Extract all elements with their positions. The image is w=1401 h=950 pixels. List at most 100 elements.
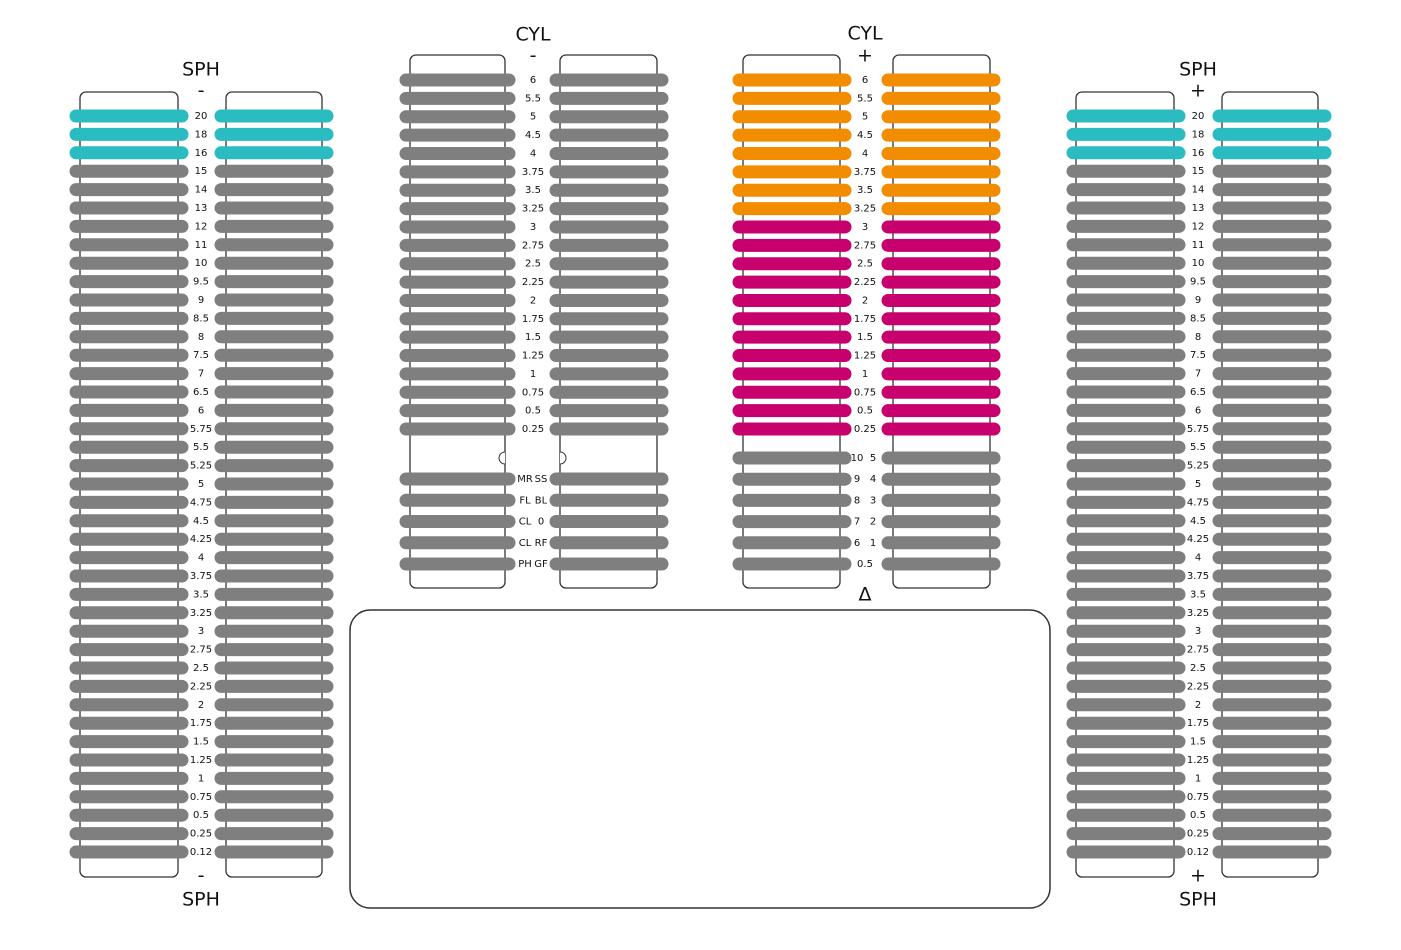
row-label: 2 xyxy=(862,295,868,306)
row-label: RF xyxy=(535,538,548,549)
row-label: 6.5 xyxy=(193,387,209,398)
row-label: 0.12 xyxy=(190,847,212,858)
row-label: 1 xyxy=(530,369,536,380)
row-label: 12 xyxy=(195,221,208,232)
row-label: 7 xyxy=(854,517,860,528)
row-label: 3 xyxy=(530,222,536,233)
row-label: 0.25 xyxy=(854,424,876,435)
row-label: 2.25 xyxy=(190,681,212,692)
row-label: 2.75 xyxy=(522,240,544,251)
row-label: 3 xyxy=(862,222,868,233)
row-label: 4 xyxy=(198,553,204,564)
row-label: 16 xyxy=(1192,148,1205,159)
row-label: 1.75 xyxy=(1187,718,1209,729)
row-label: 0.25 xyxy=(190,829,212,840)
row-label: 0.5 xyxy=(525,406,541,417)
row-label: 0.25 xyxy=(1187,829,1209,840)
row-label: 4.5 xyxy=(193,516,209,527)
panel-footer-sign: + xyxy=(1190,865,1206,887)
row-label: 18 xyxy=(195,129,208,140)
row-label: 1.5 xyxy=(1190,737,1206,748)
row-label: 4.5 xyxy=(1190,516,1206,527)
row-label: 4 xyxy=(530,148,536,159)
row-label: 3 xyxy=(198,626,204,637)
row-label: 9 xyxy=(198,295,204,306)
row-label: 5.5 xyxy=(1190,442,1206,453)
row-label: 4.25 xyxy=(190,534,212,545)
row-label: 5 xyxy=(862,112,868,123)
row-label: 0.75 xyxy=(522,387,544,398)
row-label: 18 xyxy=(1192,129,1205,140)
row-label: 2.25 xyxy=(1187,681,1209,692)
row-label: 3 xyxy=(1195,626,1201,637)
panel-footer-title: SPH xyxy=(1179,889,1217,911)
row-label: 1.25 xyxy=(1187,755,1209,766)
row-label: 1.75 xyxy=(190,718,212,729)
panel-footer-sign: - xyxy=(198,865,205,887)
row-label: 15 xyxy=(1192,166,1205,177)
row-label: 6 xyxy=(854,538,860,549)
row-label: 3.25 xyxy=(190,608,212,619)
row-label: 0.5 xyxy=(193,810,209,821)
row-label: 1 xyxy=(862,369,868,380)
row-label: PH xyxy=(518,559,532,570)
row-label: CL xyxy=(519,517,532,528)
row-label: 6 xyxy=(862,75,868,86)
row-label: 3.5 xyxy=(1190,589,1206,600)
row-label: 1.5 xyxy=(857,332,873,343)
row-label: 6 xyxy=(1195,405,1201,416)
row-label: 3.75 xyxy=(522,167,544,178)
row-label: 11 xyxy=(195,240,208,251)
row-label: 9 xyxy=(854,474,860,485)
row-label: GF xyxy=(534,559,548,570)
row-label: 7.5 xyxy=(193,350,209,361)
row-label: 1.75 xyxy=(854,314,876,325)
row-label: 1 xyxy=(1195,773,1201,784)
row-label: 15 xyxy=(195,166,208,177)
panel-footer-title: SPH xyxy=(182,889,220,911)
row-label: 20 xyxy=(1192,111,1205,122)
row-label: 4.5 xyxy=(525,130,541,141)
row-label: 0.5 xyxy=(1190,810,1206,821)
row-label: 8.5 xyxy=(193,313,209,324)
row-label: 0.5 xyxy=(857,559,873,570)
notch xyxy=(498,451,506,465)
panel-sign: - xyxy=(530,45,537,67)
panel-title: CYL xyxy=(847,23,883,45)
panel-title: CYL xyxy=(515,24,551,46)
row-label: 2.75 xyxy=(1187,645,1209,656)
row-label: SS xyxy=(535,474,548,485)
row-label: 2.5 xyxy=(525,259,541,270)
row-label: 9.5 xyxy=(193,277,209,288)
row-label: 7 xyxy=(198,369,204,380)
row-label: 3 xyxy=(870,495,876,506)
row-label: 2.25 xyxy=(854,277,876,288)
row-label: 8 xyxy=(198,332,204,343)
row-label: 4 xyxy=(862,148,868,159)
row-label: 4.25 xyxy=(1187,534,1209,545)
row-label: 0.12 xyxy=(1187,847,1209,858)
row-label: 2 xyxy=(530,295,536,306)
row-label: 9 xyxy=(1195,295,1201,306)
row-label: 9.5 xyxy=(1190,277,1206,288)
row-label: 7 xyxy=(1195,369,1201,380)
row-label: 4.75 xyxy=(190,497,212,508)
row-label: 0.75 xyxy=(190,792,212,803)
row-label: 1 xyxy=(870,538,876,549)
row-label: 6.5 xyxy=(1190,387,1206,398)
row-label: 3.25 xyxy=(522,204,544,215)
row-label: 6 xyxy=(198,405,204,416)
row-label: 0.75 xyxy=(854,387,876,398)
row-label: 1.25 xyxy=(854,351,876,362)
row-label: 13 xyxy=(1192,203,1205,214)
panel-title: SPH xyxy=(1179,59,1217,81)
row-label: 6 xyxy=(530,75,536,86)
row-label: 1 xyxy=(198,773,204,784)
row-label: FL xyxy=(519,495,531,506)
row-label: 0.75 xyxy=(1187,792,1209,803)
row-label: 1.25 xyxy=(190,755,212,766)
panel-sign: + xyxy=(1190,80,1206,102)
row-label: 1.25 xyxy=(522,351,544,362)
row-label: 2.75 xyxy=(854,240,876,251)
